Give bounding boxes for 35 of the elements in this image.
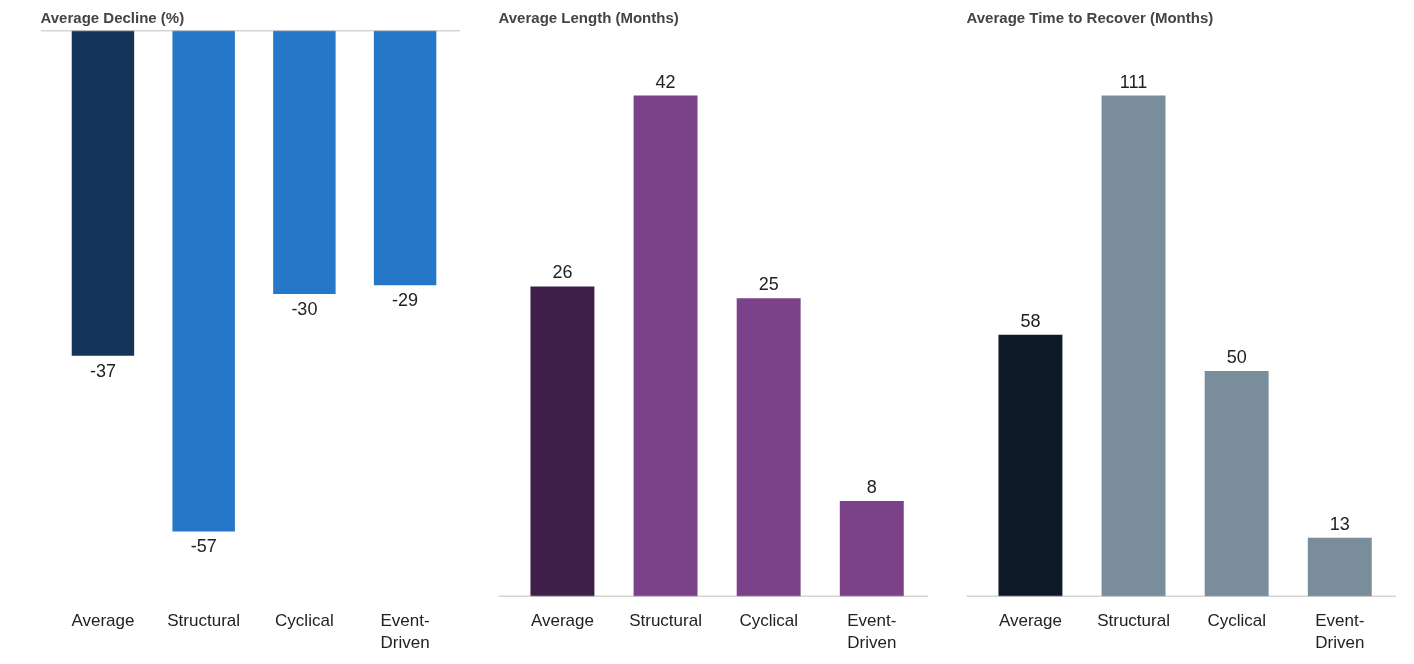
- chart-title: Average Length (Months): [498, 8, 679, 26]
- data-label: 50: [1226, 346, 1247, 367]
- x-tick-label: Average: [71, 610, 135, 630]
- data-label: 8: [866, 477, 877, 498]
- bar: [839, 501, 904, 597]
- bar: [1101, 95, 1166, 597]
- data-label: 25: [758, 274, 779, 295]
- x-tick-label: Event-Driven: [847, 610, 897, 653]
- x-tick-label: Cyclical: [1207, 610, 1266, 630]
- x-tick-label: Cyclical: [275, 610, 334, 630]
- bar: [1204, 370, 1269, 597]
- bar: [1307, 537, 1372, 597]
- x-tick-label: Structural: [167, 610, 241, 630]
- bar: [998, 334, 1063, 597]
- bar: [530, 286, 595, 597]
- data-label: 26: [552, 262, 573, 283]
- x-tick-label: Cyclical: [739, 610, 798, 630]
- data-label: -37: [89, 360, 116, 381]
- x-tick-label: Event-Driven: [380, 610, 430, 653]
- data-label: 58: [1020, 310, 1041, 331]
- data-label: -30: [291, 299, 318, 320]
- data-label: 13: [1329, 513, 1350, 534]
- x-tick-label: Event-Driven: [1315, 610, 1365, 653]
- bar: [633, 95, 698, 597]
- x-tick-label: Average: [530, 610, 594, 630]
- bar: [736, 298, 801, 597]
- chart-title: Average Time to Recover (Months): [966, 8, 1214, 26]
- x-tick-label: Structural: [629, 610, 702, 630]
- x-tick-label: Structural: [1097, 610, 1170, 630]
- data-label: 111: [1119, 71, 1148, 92]
- data-label: 42: [655, 71, 676, 92]
- x-tick-label: Average: [998, 610, 1062, 630]
- chart-title: Average Decline (%): [40, 8, 185, 26]
- data-label: -57: [190, 536, 217, 557]
- data-label: -29: [392, 290, 419, 311]
